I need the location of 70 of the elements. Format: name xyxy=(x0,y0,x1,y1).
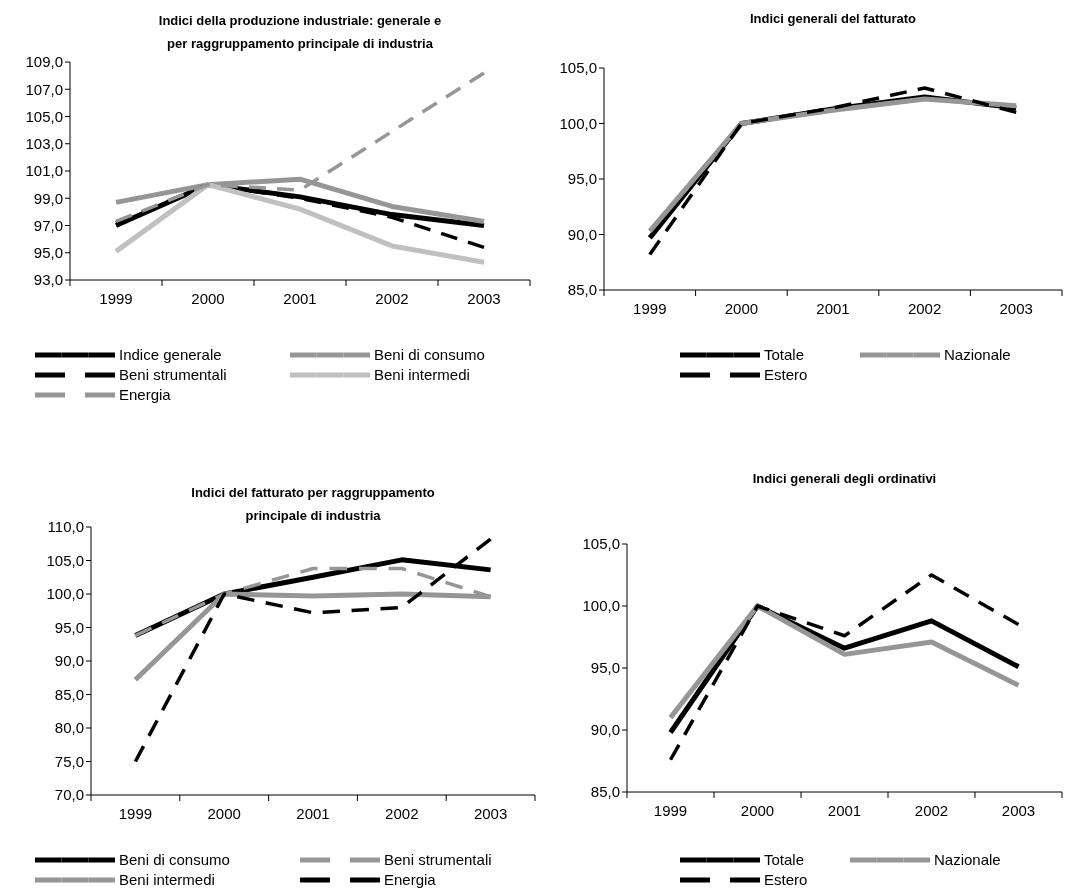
y-tick-label: 97,0 xyxy=(33,216,63,234)
x-tick-label: 2003 xyxy=(473,805,508,822)
y-tick-label: 95,0 xyxy=(54,618,84,636)
x-tick-label: 2003 xyxy=(1001,802,1036,819)
y-tick-label: 70,0 xyxy=(54,786,84,804)
legend-label: Beni di consumo xyxy=(374,346,485,364)
legend-label: Totale xyxy=(764,851,805,869)
y-tick-label: 110,0 xyxy=(47,518,84,536)
x-tick-label: 1999 xyxy=(99,290,133,307)
x-tick-label: 2000 xyxy=(740,802,775,819)
x-tick-label: 2001 xyxy=(283,290,317,307)
legend-label: Energia xyxy=(384,871,437,889)
y-tick-label: 80,0 xyxy=(54,719,84,737)
legend-label: Energia xyxy=(119,386,172,404)
x-tick-label: 2001 xyxy=(296,805,330,822)
legend-label: Estero xyxy=(764,366,808,384)
y-tick-label: 100,0 xyxy=(559,114,597,132)
chart-title: Indici della produzione industriale: generale e per raggruppamento principale di industria xyxy=(158,13,442,51)
y-tick-label: 103,0 xyxy=(25,135,63,152)
legend-label: Nazionale xyxy=(934,851,1001,869)
x-tick-label: 2003 xyxy=(999,300,1033,317)
legend-label: Beni intermedi xyxy=(374,366,470,384)
x-tick-label: 2002 xyxy=(907,300,942,317)
legend-label: Nazionale xyxy=(944,346,1011,364)
y-tick-label: 105,0 xyxy=(25,107,63,125)
y-tick-label: 95,0 xyxy=(567,170,597,188)
legend-label: Totale xyxy=(764,346,805,364)
legend-label: Beni strumentali xyxy=(119,366,227,384)
y-tick-label: 85,0 xyxy=(54,685,84,703)
y-tick-label: 90,0 xyxy=(567,225,597,243)
y-tick-label: 93,0 xyxy=(33,271,63,289)
legend-label: Indice generale xyxy=(119,346,222,364)
x-tick-label: 2002 xyxy=(375,290,409,307)
y-tick-label: 99,0 xyxy=(33,189,63,207)
chart-title: Indici del fatturato per raggruppamento principale di industria xyxy=(191,485,435,523)
y-tick-label: 100,0 xyxy=(46,585,84,603)
y-tick-label: 90,0 xyxy=(590,721,620,739)
legend-label: Estero xyxy=(764,871,808,889)
y-tick-label: 105,0 xyxy=(559,59,597,77)
y-tick-label: 100,0 xyxy=(582,597,620,615)
y-tick-label: 107,0 xyxy=(25,80,63,98)
line-series xyxy=(133,537,493,764)
y-tick-label: 95,0 xyxy=(590,659,620,677)
legend-label: Beni intermedi xyxy=(119,871,215,889)
y-tick-label: 105,0 xyxy=(582,535,620,553)
y-tick-label: 75,0 xyxy=(54,752,84,770)
x-tick-label: 2001 xyxy=(827,802,862,819)
y-tick-label: 85,0 xyxy=(567,281,597,299)
x-tick-label: 2002 xyxy=(914,802,949,819)
y-tick-label: 109,0 xyxy=(25,53,63,71)
x-tick-label: 1999 xyxy=(118,805,153,822)
line-series xyxy=(668,573,1021,762)
x-tick-label: 1999 xyxy=(653,802,688,819)
y-tick-label: 90,0 xyxy=(54,652,84,670)
legend-label: Beni di consumo xyxy=(119,851,230,869)
y-tick-label: 101,0 xyxy=(25,162,63,180)
x-tick-label: 2000 xyxy=(724,300,759,317)
x-tick-label: 2003 xyxy=(467,290,501,307)
x-tick-label: 1999 xyxy=(633,300,667,317)
y-tick-label: 105,0 xyxy=(46,551,84,569)
line-series xyxy=(114,71,486,224)
chart-title: Indici generali degli ordinativi xyxy=(752,471,937,486)
x-tick-label: 2000 xyxy=(207,805,241,822)
x-tick-label: 2001 xyxy=(816,300,850,317)
chart-title: Indici generali del fatturato xyxy=(749,11,917,26)
x-tick-label: 2000 xyxy=(191,290,225,307)
legend-label: Beni strumentali xyxy=(384,851,492,869)
y-tick-label: 95,0 xyxy=(33,244,63,261)
y-tick-label: 85,0 xyxy=(590,783,620,801)
x-tick-label: 2002 xyxy=(385,805,419,822)
